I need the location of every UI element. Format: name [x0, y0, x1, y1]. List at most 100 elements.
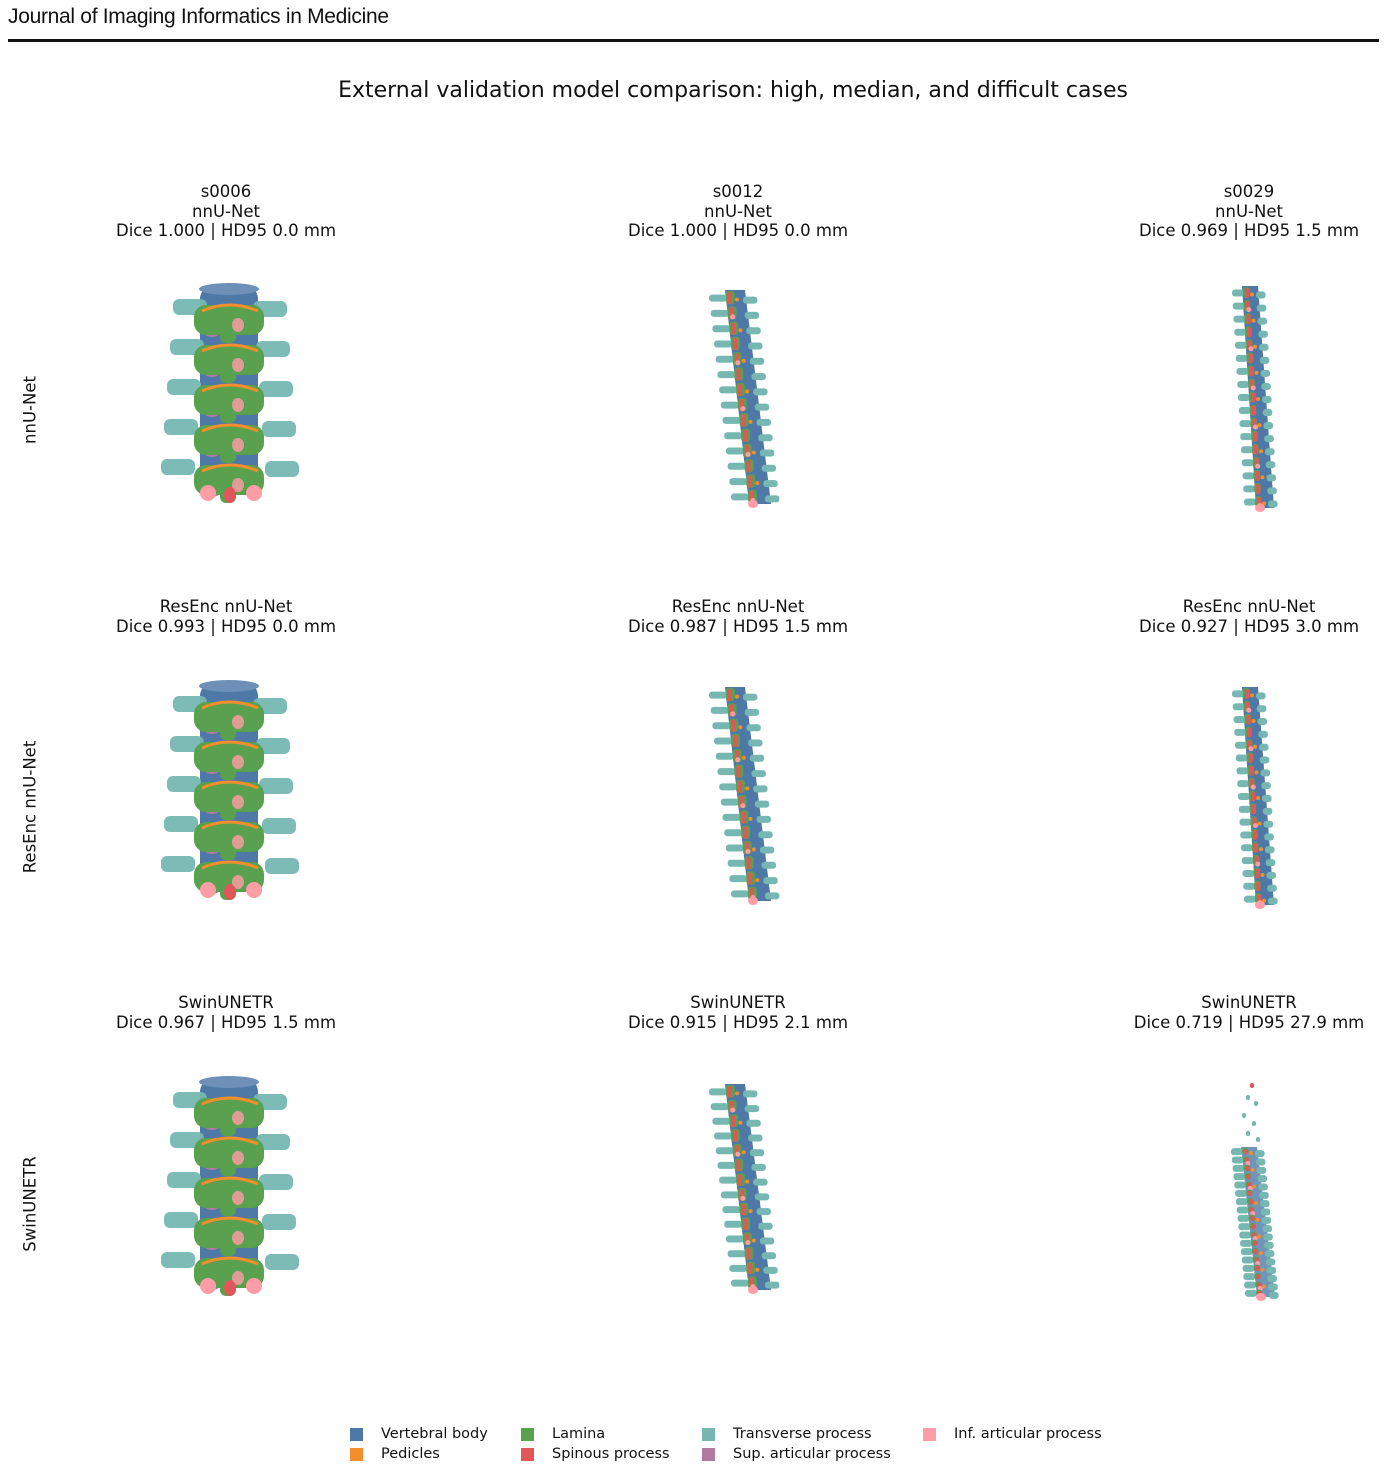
pedicle: [755, 1267, 760, 1272]
inf-articular-process: [232, 1151, 244, 1165]
inf-articular-process: [232, 438, 244, 452]
transverse-process-left: [1238, 1223, 1251, 1231]
transverse-process-left: [724, 432, 743, 440]
spinous-process: [731, 1115, 736, 1128]
metrics: Dice 0.915 | HD95 2.1 mm: [627, 1012, 849, 1032]
transverse-process-left: [709, 294, 727, 302]
spinous-process-lamina: [220, 1146, 236, 1176]
transverse-process-left: [727, 859, 746, 867]
pedicle: [1253, 344, 1257, 349]
transverse-process-left: [717, 1161, 736, 1169]
transverse-process-left: [1233, 315, 1246, 323]
inf-articular-tip: [748, 1286, 758, 1294]
legend-label: Lamina: [552, 1426, 606, 1442]
spinous-process: [733, 337, 738, 351]
transverse-process-right: [748, 342, 763, 350]
legend-label: Transverse process: [733, 1426, 872, 1442]
transverse-process-right: [751, 1163, 766, 1171]
transverse-process-left: [727, 1250, 746, 1258]
pedicle: [1250, 292, 1254, 297]
legend: Vertebral body Pedicles Lamina Spinous p…: [345, 1420, 1125, 1468]
transverse-process-right: [765, 1281, 780, 1289]
transverse-process-left: [1238, 805, 1251, 813]
pedicle: [1250, 1167, 1255, 1172]
transverse-process-left: [714, 737, 733, 745]
transverse-process-left: [725, 447, 744, 455]
transverse-process-left: [729, 478, 748, 486]
spine-render-r1c3: [1232, 286, 1278, 512]
transverse-process-left: [714, 340, 733, 348]
transverse-process-right: [1255, 1158, 1266, 1166]
legend-swatch: [923, 1427, 936, 1441]
spinous-process: [743, 1218, 748, 1231]
pedicle: [1249, 1151, 1253, 1156]
transverse-process-right: [1268, 1283, 1278, 1291]
inf-articular-process: [1250, 385, 1256, 391]
transverse-process-right: [1259, 1191, 1269, 1199]
transverse-process-right: [1266, 871, 1277, 879]
transverse-process-right: [1261, 782, 1271, 790]
transverse-process-right: [744, 311, 760, 319]
spinous-process-lamina: [220, 710, 236, 740]
pedicle: [735, 694, 739, 699]
transverse-process-left: [731, 493, 749, 501]
spinous-process: [738, 383, 743, 396]
transverse-process-right: [1267, 487, 1277, 495]
metrics: Dice 1.000 | HD95 0.0 mm: [627, 221, 849, 240]
spinous-process: [746, 857, 751, 870]
transverse-process-right: [1264, 1241, 1274, 1249]
spinous-process: [1246, 714, 1251, 725]
legend-item-lamina: Lamina: [521, 1426, 605, 1442]
spinous-process: [1253, 830, 1258, 840]
transverse-process-left: [724, 1220, 743, 1228]
transverse-process-left: [715, 1147, 734, 1155]
pedicle: [1254, 770, 1259, 775]
transverse-process-right: [751, 770, 766, 778]
spinous-process-lamina: [220, 790, 236, 820]
pedicle: [755, 481, 760, 486]
spinous-process: [1254, 444, 1258, 455]
transverse-process-left: [1244, 895, 1256, 903]
inf-articular-left: [200, 1278, 216, 1294]
spinous-process: [1246, 314, 1251, 325]
transverse-process-right: [1269, 1291, 1279, 1299]
transverse-process-right: [1266, 1266, 1277, 1274]
spinous-process: [1253, 1240, 1258, 1246]
segment-fragment: [1256, 1137, 1260, 1142]
pedicle: [1260, 1267, 1265, 1272]
spinous-process: [743, 826, 748, 839]
transverse-process-left: [731, 1279, 749, 1287]
spine-render-r1c1: [161, 283, 299, 503]
segment-fragment: [1254, 1101, 1258, 1106]
transverse-process-right: [748, 1134, 763, 1142]
panel-title-r1c2: s0012 nnU-Net Dice 1.000 | HD95 0.0 mm: [568, 182, 908, 241]
spinous-process: [1248, 1199, 1253, 1205]
transverse-process-right: [265, 1254, 299, 1270]
spinous-process: [1248, 1190, 1253, 1196]
model-name: SwinUNETR: [1201, 993, 1297, 1012]
vertebral-body-top: [199, 1076, 259, 1088]
transverse-process-left: [1240, 831, 1253, 839]
case-id: s0012: [712, 182, 764, 201]
spinous-process: [741, 811, 746, 824]
spinous-tip: [224, 1280, 236, 1296]
pedicle: [1254, 370, 1259, 375]
transverse-process-right: [256, 1134, 290, 1150]
spinous-process: [1256, 1274, 1261, 1280]
spinous-process: [731, 322, 736, 335]
transverse-process-right: [754, 800, 770, 808]
spinous-process: [736, 1159, 741, 1172]
inf-articular-tip: [1256, 1293, 1266, 1301]
spine-render-r2c1: [161, 680, 299, 900]
transverse-process-left: [1239, 1231, 1252, 1239]
pedicle: [201, 820, 259, 830]
spinous-process: [1245, 689, 1249, 699]
spine-render-r1c2: [709, 290, 780, 508]
pedicle: [1257, 423, 1262, 428]
spinous-process: [1248, 353, 1253, 364]
model-name: nnU-Net: [192, 201, 260, 221]
transverse-process-right: [1259, 343, 1269, 351]
legend-swatch: [521, 1447, 534, 1461]
pedicle: [1262, 501, 1266, 506]
transverse-process-right: [756, 418, 771, 426]
